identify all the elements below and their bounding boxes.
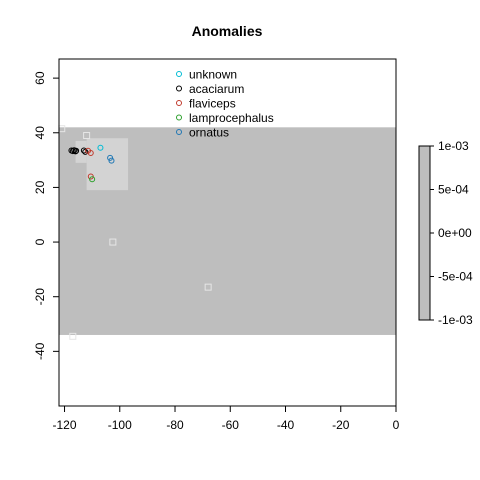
point-unknown xyxy=(97,144,104,151)
raster-cell xyxy=(204,283,212,291)
colorbar-tick-label: 1e-03 xyxy=(438,139,469,153)
raster-cell xyxy=(109,238,117,246)
x-tick-label: -100 xyxy=(108,418,132,432)
x-tick-label: -40 xyxy=(277,418,295,432)
y-tick-label: 0 xyxy=(33,238,47,245)
raster-cell xyxy=(69,332,77,340)
x-tick-label: -60 xyxy=(222,418,240,432)
legend-label: acaciarum xyxy=(189,82,244,96)
point-acaciarum xyxy=(73,147,80,154)
y-tick-label: 20 xyxy=(33,180,47,194)
y-tick-label: 60 xyxy=(33,71,47,85)
point-acaciarum xyxy=(80,147,87,154)
x-tick-label: -20 xyxy=(332,418,350,432)
x-tick-label: 0 xyxy=(393,418,400,432)
x-tick-label: -80 xyxy=(166,418,184,432)
legend-marker xyxy=(176,114,182,121)
y-tick-label: -40 xyxy=(33,342,47,360)
point-acaciarum xyxy=(72,148,79,155)
colorbar: 1e-03 5e-04 0e+00 -5e-04 -1e-03 xyxy=(418,139,473,327)
legend: unknownacaciarumflavicepslamprocephaluso… xyxy=(176,68,274,140)
colorbar-tick-label: 0e+00 xyxy=(438,226,472,240)
legend-marker xyxy=(176,100,182,106)
legend-label: flaviceps xyxy=(189,97,236,111)
x-axis: -120 -100 -80 -60 -40 -20 0 xyxy=(53,405,400,432)
y-tick-label: 40 xyxy=(33,126,47,140)
colorbar-tick-label: -5e-04 xyxy=(438,270,473,284)
point-ornatus xyxy=(108,157,115,164)
y-tick-label: -20 xyxy=(33,288,47,306)
legend-label: unknown xyxy=(189,68,237,82)
legend-marker xyxy=(176,85,182,92)
point-flaviceps xyxy=(87,149,94,156)
colorbar-tick-label: 5e-04 xyxy=(438,183,469,197)
raster-light-patch xyxy=(86,138,129,191)
data-points xyxy=(68,144,115,183)
chart-title: Anomalies xyxy=(192,23,263,39)
legend-label: lamprocephalus xyxy=(189,111,274,125)
point-acaciarum xyxy=(82,148,89,155)
legend-marker xyxy=(176,129,182,135)
legend-label: ornatus xyxy=(189,126,229,140)
x-tick-label: -120 xyxy=(53,418,77,432)
raster-light-patch xyxy=(75,140,87,163)
raster-layer xyxy=(58,125,396,340)
legend-marker xyxy=(176,71,182,77)
y-axis: 60 40 20 0 -20 -40 xyxy=(33,71,60,360)
raster-cell xyxy=(83,132,91,140)
colorbar-tick-label: -1e-03 xyxy=(438,313,473,327)
point-lamprocephalus xyxy=(89,176,96,183)
colorbar-bar xyxy=(418,145,431,321)
